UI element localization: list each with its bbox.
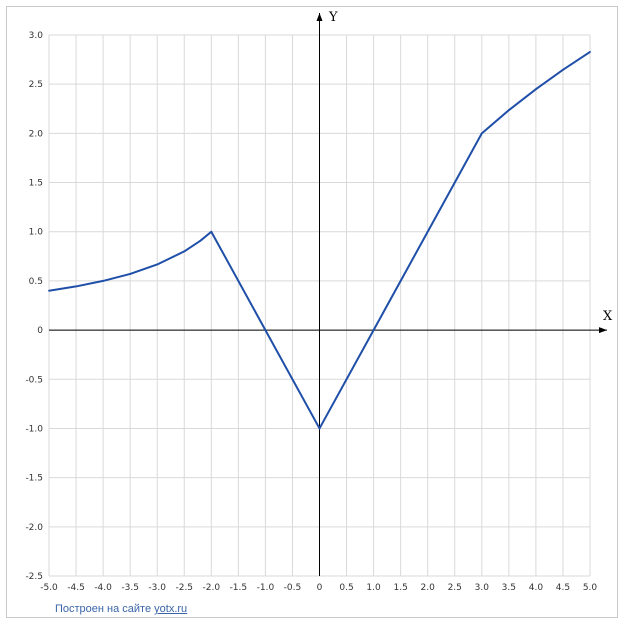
y-tick-label: 0 — [37, 326, 43, 336]
series-point — [183, 250, 186, 253]
series-point — [75, 285, 77, 288]
series-point — [507, 109, 510, 112]
x-tick-label: -2.0 — [203, 583, 221, 593]
series-point — [156, 263, 159, 266]
chart-frame: -5.0 -4.5 -4.0 -3.5 -3.0 -2.5 -2.0 -1.5 -1.0 -0.5… — [6, 6, 618, 618]
series-point — [535, 88, 537, 91]
series-point — [589, 51, 591, 53]
chart-plot: -5.0 -4.5 -4.0 -3.5 -3.0 -2.5 -2.0 -1.5 -1.0 -0.5… — [25, 10, 613, 593]
x-tick-label: 3.0 — [475, 583, 490, 593]
x-tick-label: 0.5 — [339, 583, 353, 593]
series-point — [199, 239, 202, 242]
x-tick-label: 2.5 — [448, 583, 462, 593]
x-tick-label: 3.5 — [502, 583, 516, 593]
x-tick-label: 1.5 — [393, 583, 407, 593]
y-tick-label: 1.5 — [29, 179, 43, 189]
credit-text: Построен на сайте yotx.ru — [55, 603, 187, 615]
y-tick-label: 2.5 — [29, 80, 43, 90]
y-tick-label: -1.0 — [25, 424, 43, 434]
series-point — [318, 427, 321, 430]
x-axis-arrow — [599, 327, 607, 334]
x-tick-label: -4.5 — [67, 583, 85, 593]
y-tick-label: -2.5 — [25, 572, 43, 582]
credit-link[interactable]: yotx.ru — [154, 603, 188, 615]
x-tick-label: 4.0 — [529, 583, 544, 593]
series-point — [264, 329, 267, 331]
x-tick-label: -1.5 — [230, 583, 248, 593]
y-tick-label: -0.5 — [25, 375, 43, 385]
y-tick-label: 0.5 — [29, 277, 43, 287]
axes — [49, 13, 607, 576]
x-tick-label: -2.5 — [175, 583, 193, 593]
y-axis-arrow — [316, 13, 323, 21]
series-point — [48, 289, 50, 292]
x-tick-label: 0 — [317, 583, 323, 593]
series-point — [480, 132, 483, 135]
tick-labels: -5.0 -4.5 -4.0 -3.5 -3.0 -2.5 -2.0 -1.5 -1.0 -0.5… — [25, 31, 597, 593]
series-point — [372, 329, 375, 331]
y-axis-label: Y — [328, 10, 338, 25]
series-point — [129, 273, 132, 275]
x-tick-label: -1.0 — [257, 583, 275, 593]
y-tick-label: 1.0 — [29, 228, 44, 238]
x-tick-label: -5.0 — [40, 583, 58, 593]
x-axis-label: X — [603, 309, 613, 324]
x-tick-label: -0.5 — [284, 583, 302, 593]
series-point — [426, 230, 429, 233]
x-tick-label: 4.5 — [556, 583, 570, 593]
x-tick-label: -4.0 — [94, 583, 112, 593]
credit-prefix: Построен на сайте — [55, 603, 155, 615]
x-tick-label: 5.0 — [583, 583, 598, 593]
x-tick-label: 2.0 — [421, 583, 436, 593]
series-point — [562, 68, 564, 71]
y-tick-label: -1.5 — [25, 474, 43, 484]
y-tick-label: 2.0 — [29, 129, 44, 139]
x-tick-label: -3.0 — [148, 583, 166, 593]
y-tick-label: -2.0 — [25, 523, 43, 533]
series-layer — [48, 51, 591, 430]
x-tick-label: 1.0 — [366, 583, 381, 593]
series-point — [210, 230, 213, 233]
y-tick-label: 3.0 — [29, 31, 44, 41]
x-tick-label: -3.5 — [121, 583, 139, 593]
series-point — [102, 280, 104, 282]
